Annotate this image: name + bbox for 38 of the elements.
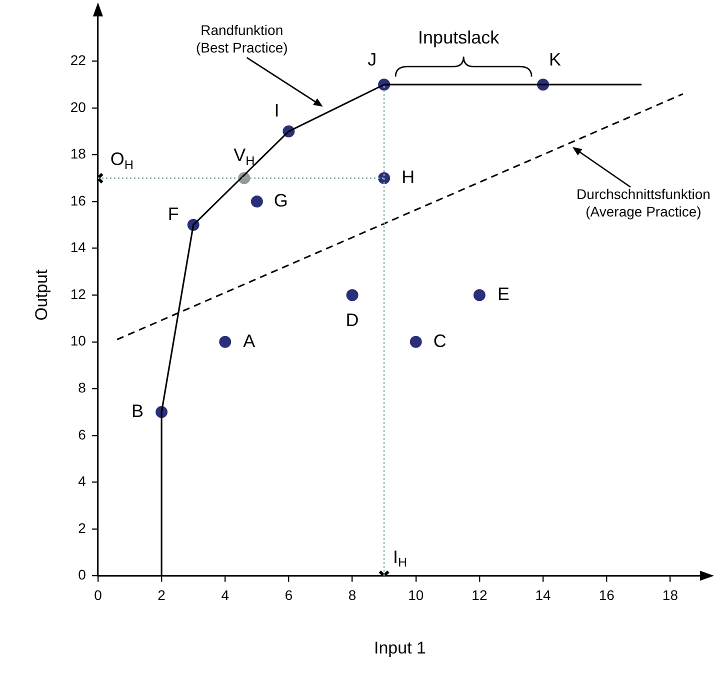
- x-tick-label: 8: [348, 587, 356, 604]
- annotation: C: [433, 330, 446, 351]
- annotation: B: [132, 401, 144, 422]
- y-tick-label: 6: [78, 426, 86, 442]
- y-tick-label: 12: [70, 286, 86, 302]
- x-axis-title: Input 1: [374, 638, 426, 658]
- annotation: Randfunktion (Best Practice): [196, 22, 288, 56]
- annotation: Durchschnittsfunktion (Average Practice): [576, 186, 710, 220]
- x-tick-label: 16: [598, 587, 615, 604]
- x-tick-label: 12: [472, 587, 488, 604]
- annotation: I: [274, 100, 280, 120]
- annotation: D: [346, 310, 359, 330]
- annotation: F: [168, 204, 179, 224]
- y-tick-label: 22: [70, 52, 86, 68]
- y-axis-title: Output: [32, 269, 51, 321]
- y-tick-label: 0: [78, 566, 86, 583]
- x-tick-label: 18: [662, 587, 678, 604]
- y-tick-label: 16: [70, 192, 86, 208]
- x-tick-label: 6: [284, 587, 293, 604]
- x-tick-label: 14: [535, 587, 552, 604]
- y-tick-label: 2: [78, 520, 86, 536]
- annotation: E: [497, 284, 510, 304]
- y-tick-label: 20: [70, 98, 86, 115]
- y-tick-label: 8: [78, 380, 86, 396]
- y-tick-label: 4: [78, 473, 86, 490]
- y-tick-label: 18: [70, 146, 86, 162]
- x-tick-label: 10: [408, 587, 424, 604]
- x-tick-label: 0: [94, 587, 102, 604]
- annotation: K: [549, 50, 562, 70]
- x-tick-label: 2: [158, 587, 166, 604]
- annotation: H: [402, 167, 415, 188]
- annotation: A: [243, 330, 256, 351]
- x-tick-label: 4: [221, 587, 230, 604]
- y-tick-label: 14: [70, 239, 86, 256]
- annotation: Inputslack: [418, 28, 500, 48]
- annotation: G: [274, 190, 288, 210]
- annotation: J: [368, 50, 377, 70]
- y-tick-label: 10: [70, 332, 86, 349]
